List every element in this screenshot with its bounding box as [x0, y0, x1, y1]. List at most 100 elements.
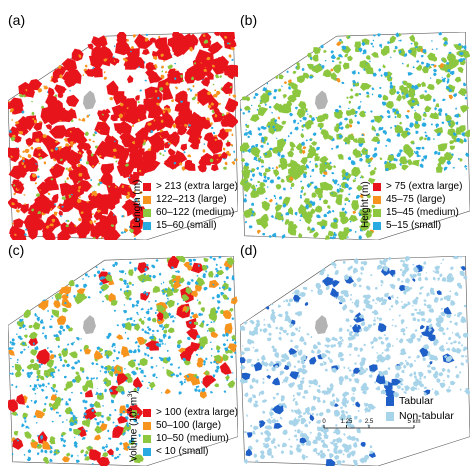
iceberg-shape: [333, 431, 336, 434]
iceberg-shape: [450, 380, 456, 386]
iceberg-shape: [137, 199, 140, 202]
iceberg-shape: [141, 328, 145, 331]
iceberg-shape: [271, 309, 275, 312]
iceberg-shape: [358, 314, 364, 319]
iceberg-shape: [414, 110, 416, 112]
iceberg-shape: [258, 220, 269, 230]
iceberg-shape: [275, 392, 280, 396]
iceberg-shape: [311, 227, 315, 231]
iceberg-shape: [224, 322, 233, 335]
iceberg-shape: [420, 54, 424, 58]
iceberg-shape: [246, 432, 253, 438]
iceberg-shape: [336, 194, 343, 201]
iceberg-shape: [271, 232, 277, 238]
iceberg-shape: [364, 66, 374, 75]
iceberg-shape: [272, 396, 276, 400]
iceberg-shape: [117, 455, 120, 459]
iceberg-shape: [347, 366, 350, 370]
iceberg-shape: [430, 63, 433, 66]
iceberg-shape: [341, 81, 345, 85]
iceberg-shape: [384, 160, 387, 165]
island-shape: [82, 90, 96, 110]
iceberg-shape: [117, 415, 128, 424]
iceberg-shape: [214, 113, 218, 118]
iceberg-shape: [125, 118, 133, 123]
iceberg-shape: [338, 327, 343, 332]
iceberg-shape: [402, 331, 406, 336]
iceberg-shape: [224, 347, 229, 352]
iceberg-shape: [73, 142, 76, 145]
iceberg-shape: [403, 290, 407, 295]
iceberg-shape: [225, 332, 229, 337]
iceberg-shape: [34, 392, 37, 395]
iceberg-shape: [95, 145, 99, 149]
iceberg-shape: [22, 412, 28, 419]
iceberg-shape: [255, 379, 259, 384]
iceberg-shape: [140, 308, 143, 311]
iceberg-shape: [194, 388, 198, 392]
iceberg-shape: [47, 382, 50, 385]
iceberg-shape: [13, 192, 17, 196]
iceberg-shape: [337, 449, 343, 454]
iceberg-shape: [42, 325, 45, 330]
iceberg-shape: [347, 444, 352, 450]
iceberg-shape: [210, 321, 213, 323]
iceberg-shape: [272, 348, 277, 353]
iceberg-shape: [274, 128, 277, 132]
iceberg-shape: [149, 307, 153, 310]
iceberg-shape: [8, 347, 12, 351]
iceberg-shape: [403, 391, 407, 394]
iceberg-shape: [275, 202, 278, 205]
iceberg-shape: [258, 157, 262, 161]
iceberg-shape: [275, 184, 282, 190]
iceberg-shape: [188, 132, 203, 145]
iceberg-shape: [190, 279, 194, 282]
iceberg-shape: [288, 206, 294, 216]
iceberg-shape: [387, 296, 392, 300]
iceberg-shape: [247, 135, 251, 139]
iceberg-shape: [219, 75, 223, 78]
iceberg-shape: [59, 358, 63, 362]
iceberg-shape: [345, 318, 350, 323]
iceberg-shape: [322, 113, 329, 120]
iceberg-shape: [428, 65, 433, 70]
iceberg-shape: [21, 342, 26, 345]
iceberg-shape: [106, 416, 111, 422]
iceberg-shape: [195, 277, 206, 287]
iceberg-shape: [224, 35, 228, 39]
iceberg-shape: [412, 66, 415, 69]
iceberg-shape: [182, 294, 190, 301]
iceberg-shape: [131, 141, 136, 145]
iceberg-shape: [298, 232, 303, 238]
iceberg-shape: [300, 360, 306, 365]
iceberg-shape: [359, 194, 364, 199]
iceberg-shape: [244, 431, 248, 434]
iceberg-shape: [243, 458, 249, 465]
iceberg-shape: [319, 452, 327, 459]
iceberg-shape: [287, 226, 297, 236]
iceberg-shape: [182, 79, 185, 82]
iceberg-shape: [20, 203, 29, 214]
iceberg-shape: [275, 173, 278, 177]
iceberg-shape: [81, 117, 86, 122]
iceberg-shape: [391, 324, 394, 327]
iceberg-shape: [85, 131, 89, 136]
iceberg-shape: [406, 110, 410, 113]
iceberg-shape: [410, 312, 415, 317]
iceberg-shape: [282, 429, 288, 435]
iceberg-shape: [96, 377, 99, 380]
iceberg-shape: [150, 388, 153, 390]
iceberg-shape: [243, 181, 253, 193]
iceberg-shape: [370, 110, 373, 113]
iceberg-shape: [297, 122, 299, 125]
iceberg-shape: [126, 107, 129, 110]
iceberg-shape: [104, 381, 107, 384]
iceberg-shape: [126, 423, 129, 427]
iceberg-shape: [26, 364, 33, 370]
map-domain-outline: [8, 256, 238, 466]
iceberg-shape: [137, 348, 141, 353]
iceberg-shape: [52, 375, 55, 379]
iceberg-shape: [161, 65, 164, 69]
iceberg-shape: [364, 411, 367, 413]
iceberg-shape: [53, 334, 57, 337]
